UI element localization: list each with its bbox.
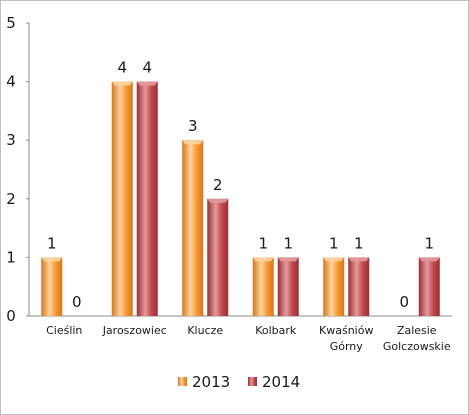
data-label: 4: [142, 59, 152, 77]
x-category-label: Zalesie: [397, 324, 437, 337]
data-label: 1: [354, 234, 364, 252]
x-category-label: Golczowskie: [383, 340, 451, 353]
y-tick-label: 2: [6, 190, 16, 208]
y-tick-label: 1: [6, 248, 16, 266]
bar-top-bevel: [252, 257, 274, 262]
legend-label: 2014: [262, 373, 300, 391]
y-tick-label: 5: [6, 14, 16, 32]
data-label: 0: [72, 293, 82, 311]
bar-top-bevel: [418, 257, 440, 262]
data-label: 2: [213, 176, 223, 194]
data-label: 1: [258, 234, 268, 252]
legend-swatch: [178, 377, 187, 386]
bar-2014: [418, 257, 440, 316]
data-label: 1: [283, 234, 293, 252]
y-tick-label: 0: [6, 307, 16, 325]
bar-2013: [182, 140, 204, 316]
x-category-label: Kolbark: [255, 324, 297, 337]
x-axis: Cieślin Jaroszowiec Klucze Kolbark Kwaśniów G…: [29, 315, 452, 353]
bar-top-bevel: [207, 198, 229, 203]
bar-2014: [348, 257, 370, 316]
x-category-label: Klucze: [187, 324, 223, 337]
data-label: 1: [329, 234, 339, 252]
bar-top-bevel: [41, 257, 63, 262]
bar-top-bevel: [111, 81, 133, 86]
bar-2014: [277, 257, 299, 316]
bar-2014: [207, 198, 229, 316]
data-label: 4: [117, 59, 127, 77]
bar-2013: [323, 257, 345, 316]
y-axis: 0 1 2 3 4 5: [6, 14, 30, 325]
bar-top-bevel: [277, 257, 299, 262]
bar-2013: [41, 257, 63, 316]
data-label: 1: [424, 234, 434, 252]
bar-top-bevel: [348, 257, 370, 262]
x-category-label: Kwaśniów: [319, 324, 373, 337]
legend-label: 2013: [192, 373, 230, 391]
x-category-label: Cieślin: [46, 324, 82, 337]
x-category-label: Jaroszowiec: [102, 324, 167, 337]
bar-2013: [252, 257, 274, 316]
legend: 2013 2014: [178, 373, 300, 391]
bars: [41, 81, 440, 316]
legend-swatch: [248, 377, 257, 386]
y-tick-label: 3: [6, 131, 16, 149]
data-label: 3: [188, 117, 198, 135]
x-category-label: Górny: [330, 340, 364, 353]
data-label: 1: [47, 234, 57, 252]
y-tick-label: 4: [6, 73, 16, 91]
bar-2013: [111, 81, 133, 316]
bar-top-bevel: [136, 81, 158, 86]
data-label: 0: [399, 293, 409, 311]
bar-top-bevel: [323, 257, 345, 262]
bar-top-bevel: [182, 140, 204, 145]
bar-2014: [136, 81, 158, 316]
